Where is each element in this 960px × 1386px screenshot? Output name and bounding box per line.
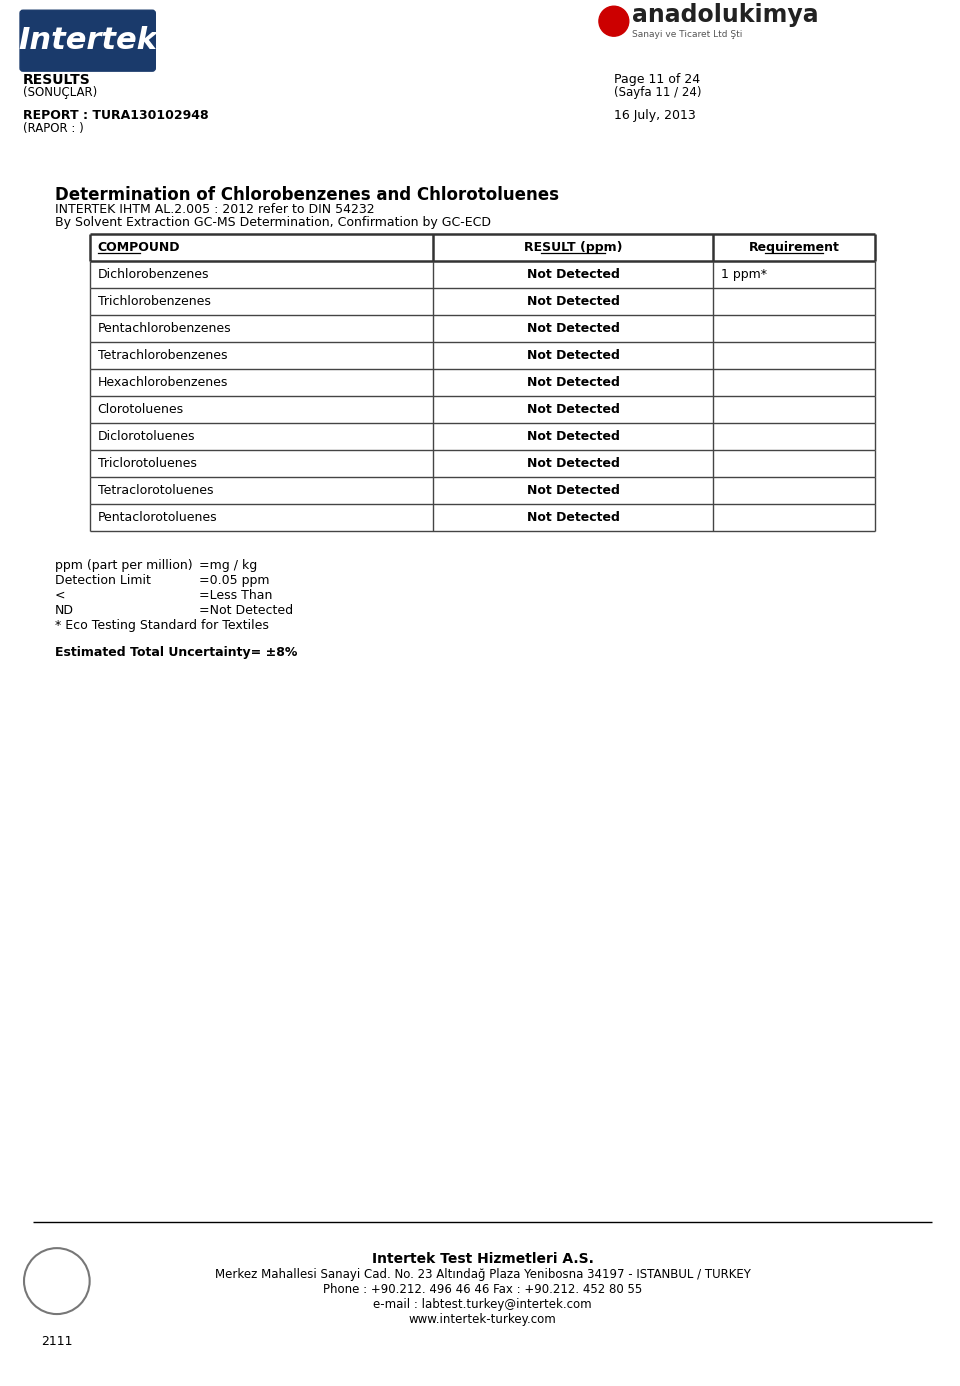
Text: Not Detected: Not Detected	[527, 484, 619, 496]
Text: Not Detected: Not Detected	[527, 511, 619, 524]
Text: Sanayi ve Ticaret Ltd Şti: Sanayi ve Ticaret Ltd Şti	[632, 29, 742, 39]
Text: Not Detected: Not Detected	[527, 295, 619, 308]
Text: Trichlorobenzenes: Trichlorobenzenes	[98, 295, 210, 308]
Text: Hexachlorobenzenes: Hexachlorobenzenes	[98, 376, 228, 389]
Text: Not Detected: Not Detected	[527, 349, 619, 362]
Text: Diclorotoluenes: Diclorotoluenes	[98, 430, 195, 444]
Text: Not Detected: Not Detected	[527, 403, 619, 416]
Text: (Sayfa 11 / 24): (Sayfa 11 / 24)	[613, 86, 702, 100]
Text: Phone : +90.212. 496 46 46 Fax : +90.212. 452 80 55: Phone : +90.212. 496 46 46 Fax : +90.212…	[323, 1283, 642, 1296]
Text: Intertek Test Hizmetleri A.S.: Intertek Test Hizmetleri A.S.	[372, 1252, 593, 1267]
Text: =Not Detected: =Not Detected	[199, 604, 293, 617]
Text: Determination of Chlorobenzenes and Chlorotoluenes: Determination of Chlorobenzenes and Chlo…	[55, 186, 559, 204]
Text: By Solvent Extraction GC-MS Determination, Confirmation by GC-ECD: By Solvent Extraction GC-MS Determinatio…	[55, 216, 491, 229]
Text: Merkez Mahallesi Sanayi Cad. No. 23 Altındağ Plaza Yenibosna 34197 - ISTANBUL / : Merkez Mahallesi Sanayi Cad. No. 23 Altı…	[215, 1268, 751, 1281]
Text: ND: ND	[55, 604, 74, 617]
Text: =0.05 ppm: =0.05 ppm	[199, 574, 270, 586]
Circle shape	[24, 1249, 89, 1314]
Text: Clorotoluenes: Clorotoluenes	[98, 403, 183, 416]
Text: a: a	[608, 12, 620, 30]
Text: Page 11 of 24: Page 11 of 24	[613, 73, 700, 86]
Text: RESULTS: RESULTS	[23, 73, 91, 87]
Text: 1 ppm*: 1 ppm*	[721, 267, 767, 281]
Text: Pentachlorobenzenes: Pentachlorobenzenes	[98, 322, 231, 335]
Text: INTERTEK IHTM AL.2.005 : 2012 refer to DIN 54232: INTERTEK IHTM AL.2.005 : 2012 refer to D…	[55, 202, 374, 216]
Text: Dichlorobenzenes: Dichlorobenzenes	[98, 267, 209, 281]
Text: * Eco Testing Standard for Textiles: * Eco Testing Standard for Textiles	[55, 618, 269, 632]
Text: Not Detected: Not Detected	[527, 457, 619, 470]
Text: Tetraclorotoluenes: Tetraclorotoluenes	[98, 484, 213, 496]
Text: =mg / kg: =mg / kg	[199, 559, 257, 572]
Text: COMPOUND: COMPOUND	[98, 241, 180, 254]
Text: www.intertek-turkey.com: www.intertek-turkey.com	[409, 1313, 557, 1326]
Text: ppm (part per million): ppm (part per million)	[55, 559, 192, 572]
Text: 16 July, 2013: 16 July, 2013	[613, 109, 696, 122]
Circle shape	[599, 6, 629, 36]
Text: TESTING: TESTING	[42, 1292, 72, 1296]
Text: Not Detected: Not Detected	[527, 376, 619, 389]
Text: Triclorotoluenes: Triclorotoluenes	[98, 457, 197, 470]
Text: 2111: 2111	[41, 1335, 73, 1349]
Text: (RAPOR : ): (RAPOR : )	[23, 122, 84, 134]
Text: Estimated Total Uncertainty= ±8%: Estimated Total Uncertainty= ±8%	[55, 646, 298, 658]
Text: UKAS: UKAS	[46, 1283, 67, 1289]
Text: Requirement: Requirement	[749, 241, 840, 254]
Text: e-mail : labtest.turkey@intertek.com: e-mail : labtest.turkey@intertek.com	[373, 1299, 592, 1311]
Text: ♚: ♚	[49, 1261, 65, 1279]
Text: Pentaclorotoluenes: Pentaclorotoluenes	[98, 511, 217, 524]
Text: Detection Limit: Detection Limit	[55, 574, 151, 586]
Text: Not Detected: Not Detected	[527, 267, 619, 281]
Text: RESULT (ppm): RESULT (ppm)	[524, 241, 622, 254]
Text: =Less Than: =Less Than	[199, 589, 273, 602]
Text: Not Detected: Not Detected	[527, 430, 619, 444]
Text: <: <	[55, 589, 65, 602]
FancyBboxPatch shape	[20, 10, 156, 71]
Text: (SONUÇLAR): (SONUÇLAR)	[23, 86, 97, 100]
Text: Intertek: Intertek	[18, 26, 157, 55]
Text: Not Detected: Not Detected	[527, 322, 619, 335]
Text: REPORT : TURA130102948: REPORT : TURA130102948	[23, 109, 208, 122]
Text: Tetrachlorobenzenes: Tetrachlorobenzenes	[98, 349, 228, 362]
Text: anadolukimya: anadolukimya	[632, 3, 818, 28]
